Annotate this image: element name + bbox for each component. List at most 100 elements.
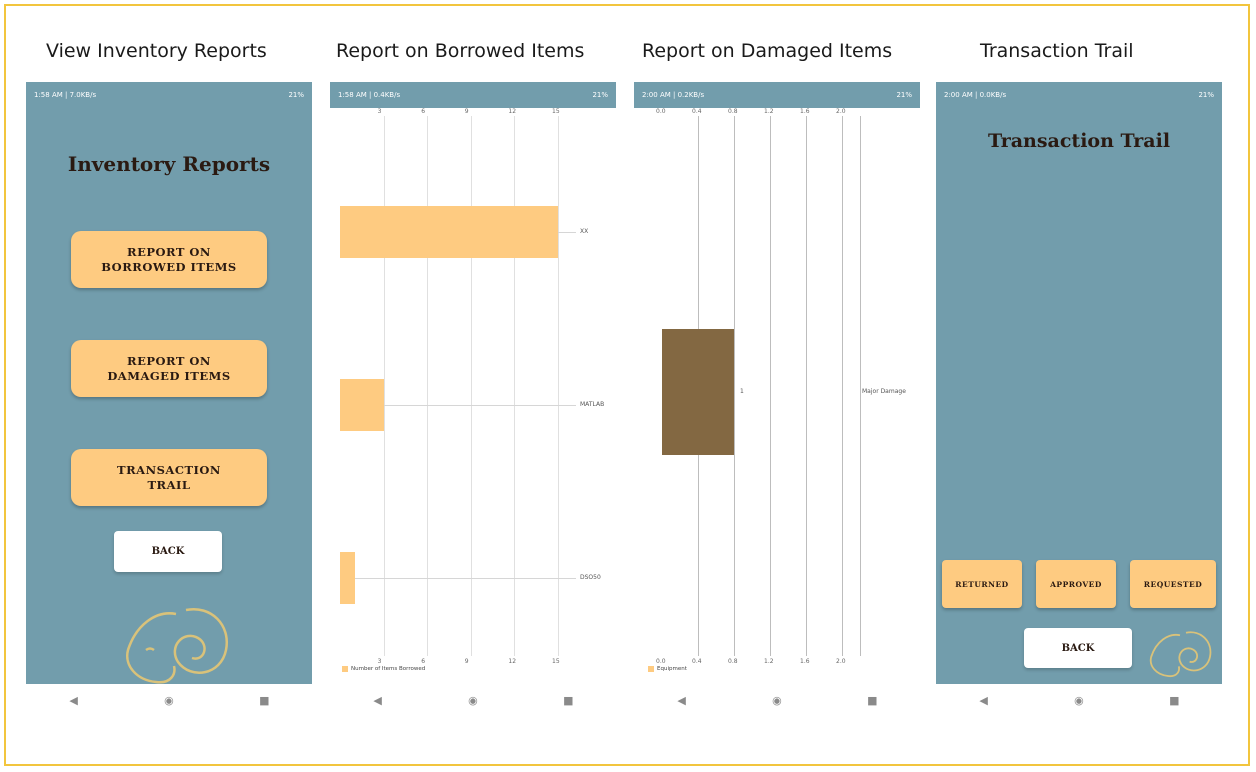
status-bar: 2:00 AM | 0.0KB/s 21%: [936, 82, 1222, 108]
category-label: MATLAB: [580, 401, 605, 408]
nav-home-button[interactable]: ◉: [164, 693, 174, 707]
category-label: XX: [580, 228, 589, 235]
back-button[interactable]: BACK: [114, 531, 222, 572]
caption-report-damaged: Report on Damaged Items: [642, 40, 893, 62]
gridline: [558, 116, 559, 656]
x-tick-bottom: 9: [464, 658, 469, 665]
nav-back-button[interactable]: ◀: [979, 693, 988, 707]
gridline: [514, 116, 516, 656]
x-tick-bottom: 1.6: [800, 658, 810, 665]
figure-frame: [4, 4, 1250, 766]
gridline: [770, 116, 771, 656]
report-borrowed-button[interactable]: REPORT ON BORROWED ITEMS: [71, 231, 267, 288]
status-battery: 21%: [592, 91, 608, 99]
system-navbar: ◀ ◉ ■: [330, 684, 616, 716]
legend: Equipment: [648, 666, 687, 672]
status-bar: 1:58 AM | 0.4KB/s 21%: [330, 82, 616, 108]
x-tick-bottom: 1.2: [764, 658, 774, 665]
x-tick-bottom: 0.0: [656, 658, 666, 665]
screen-damaged-report: 2:00 AM | 0.2KB/s 21% 0.0 0.0 0.4 0.4 0.8 0.8…: [634, 82, 920, 684]
x-tick-bottom: 2.0: [836, 658, 846, 665]
returned-button[interactable]: RETURNED: [942, 560, 1022, 608]
legend-label: Equipment: [657, 666, 687, 672]
x-tick-top: 15: [552, 108, 560, 115]
screen-borrowed-report: 1:58 AM | 0.4KB/s 21% 3 3 6 6 9 9 12 12 15 15 XX MA…: [330, 82, 616, 684]
status-bar: 2:00 AM | 0.2KB/s 21%: [634, 82, 920, 108]
legend-swatch: [648, 666, 654, 672]
nav-recent-button[interactable]: ■: [1169, 693, 1180, 707]
nav-home-button[interactable]: ◉: [1074, 693, 1084, 707]
legend: Number of Items Borrowed: [342, 666, 425, 672]
status-battery: 21%: [288, 91, 304, 99]
status-time: 2:00 AM | 0.2KB/s: [642, 91, 705, 99]
gridline: [470, 116, 472, 656]
approved-button[interactable]: APPROVED: [1036, 560, 1116, 608]
status-time: 1:58 AM | 7.0KB/s: [34, 91, 97, 99]
system-navbar: ◀ ◉ ■: [26, 684, 312, 716]
nav-recent-button[interactable]: ■: [259, 693, 270, 707]
nav-recent-button[interactable]: ■: [867, 693, 878, 707]
x-tick-bottom: 0.4: [692, 658, 702, 665]
caption-view-inventory-reports: View Inventory Reports: [46, 40, 267, 62]
requested-button[interactable]: REQUESTED: [1130, 560, 1216, 608]
legend-label: Number of Items Borrowed: [351, 666, 426, 672]
nav-back-button[interactable]: ◀: [69, 693, 78, 707]
ram-logo: [1149, 631, 1212, 678]
system-navbar: ◀ ◉ ■: [634, 684, 920, 716]
transaction-trail-button[interactable]: TRANSACTION TRAIL: [71, 449, 267, 506]
bar: [340, 206, 558, 258]
screen-transaction-trail: 2:00 AM | 0.0KB/s 21% Transaction Trail …: [936, 82, 1222, 684]
x-tick-top: 0.8: [728, 108, 738, 115]
caption-report-borrowed: Report on Borrowed Items: [336, 40, 585, 62]
legend-swatch: [342, 666, 348, 672]
x-tick-top: 3: [377, 108, 382, 115]
back-button[interactable]: BACK: [1024, 628, 1132, 668]
nav-home-button[interactable]: ◉: [772, 693, 782, 707]
status-bar: 1:58 AM | 7.0KB/s 21%: [26, 82, 312, 108]
x-tick-top: 2.0: [836, 108, 846, 115]
x-tick-bottom: 0.8: [728, 658, 738, 665]
damaged-items-chart: 0.0 0.0 0.4 0.4 0.8 0.8 1.2 1.2 1.6 1.6 2.0 2.0 1 Maj…: [634, 108, 920, 684]
gridline: [427, 116, 429, 656]
x-tick-top: 1.6: [800, 108, 810, 115]
bar: [340, 552, 355, 604]
category-label: Major Damage: [862, 388, 906, 395]
gridline: [734, 116, 735, 656]
status-time: 1:58 AM | 0.4KB/s: [338, 91, 401, 99]
page-title: Transaction Trail: [987, 130, 1171, 152]
x-tick-bottom: 12: [508, 658, 517, 665]
status-battery: 21%: [896, 91, 912, 99]
bar: [662, 329, 734, 455]
ram-logo: [125, 607, 229, 684]
category-label: DSO50: [580, 574, 601, 581]
gridline: [383, 116, 385, 656]
bar: [340, 379, 384, 431]
gridline: [860, 116, 861, 656]
x-tick-bottom: 6: [421, 658, 426, 665]
page-title: Inventory Reports: [67, 152, 271, 176]
x-tick-top: 12: [508, 108, 517, 115]
x-tick-top: 6: [421, 108, 426, 115]
x-tick-top: 0.4: [692, 108, 702, 115]
status-battery: 21%: [1198, 91, 1214, 99]
x-tick-top: 0.0: [656, 108, 666, 115]
status-time: 2:00 AM | 0.0KB/s: [944, 91, 1007, 99]
x-tick-top: 9: [464, 108, 469, 115]
bar-value-label: 1: [740, 388, 744, 395]
nav-home-button[interactable]: ◉: [468, 693, 478, 707]
x-tick-bottom: 3: [377, 658, 382, 665]
system-navbar: ◀ ◉ ■: [936, 684, 1222, 716]
caption-transaction-trail: Transaction Trail: [980, 40, 1134, 62]
screen-inventory-reports: 1:58 AM | 7.0KB/s 21% Inventory Reports …: [26, 82, 312, 684]
report-damaged-button[interactable]: REPORT ON DAMAGED ITEMS: [71, 340, 267, 397]
nav-recent-button[interactable]: ■: [563, 693, 574, 707]
x-tick-top: 1.2: [764, 108, 774, 115]
leader-line: [340, 578, 576, 579]
nav-back-button[interactable]: ◀: [373, 693, 382, 707]
leader-line: [340, 405, 576, 406]
gridline: [806, 116, 807, 656]
gridline: [842, 116, 843, 656]
nav-back-button[interactable]: ◀: [677, 693, 686, 707]
x-tick-bottom: 15: [552, 658, 560, 665]
borrowed-items-chart: 3 3 6 6 9 9 12 12 15 15 XX MATLAB DSO50 Number of Ite…: [330, 108, 616, 684]
